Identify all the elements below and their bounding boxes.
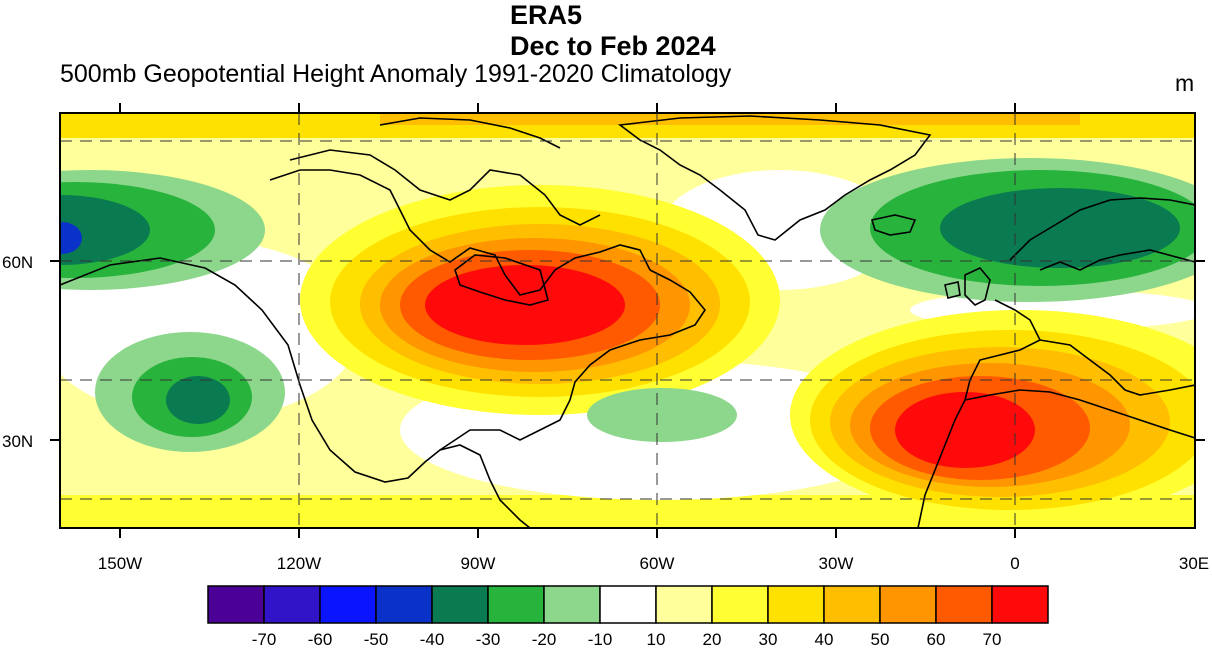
colorbar-label: -50	[364, 630, 389, 649]
colorbar-label: -60	[308, 630, 333, 649]
pacific-negative-anomaly	[95, 332, 285, 452]
map-frame	[59, 112, 1196, 529]
lon-tick-label: 60W	[640, 554, 675, 573]
colorbar-label: 20	[703, 630, 722, 649]
colorbar-swatch	[823, 585, 881, 624]
colorbar-label: 60	[927, 630, 946, 649]
colorbar-label: -10	[588, 630, 613, 649]
colorbar-label: 10	[647, 630, 666, 649]
colorbar-swatch	[711, 585, 769, 624]
colorbar-swatch	[263, 585, 321, 624]
colorbar-swatch	[487, 585, 545, 624]
colorbar-label: -20	[532, 630, 557, 649]
title-line-2: Dec to Feb 2024	[510, 31, 716, 61]
coastlines	[60, 115, 1195, 528]
lon-tick-label: 30E	[1179, 554, 1209, 573]
colorbar-swatch	[879, 585, 937, 624]
atlantic-negative-anomaly	[587, 388, 737, 442]
colorbar-swatch	[543, 585, 601, 624]
colorbar-swatch	[375, 585, 433, 624]
colorbar-swatch	[767, 585, 825, 624]
colorbar-label: 30	[759, 630, 778, 649]
colorbar-label: 50	[871, 630, 890, 649]
colorbar-label: -30	[476, 630, 501, 649]
colorbar-swatch	[207, 585, 265, 624]
alaska-negative-anomaly	[60, 170, 265, 290]
colorbar-label: 40	[815, 630, 834, 649]
colorbar-swatch	[655, 585, 713, 624]
colorbar-swatch	[935, 585, 993, 624]
lon-tick-label: 150W	[98, 554, 142, 573]
colorbar-swatch	[599, 585, 657, 624]
map-subtitle: 500mb Geopotential Height Anomaly 1991-2…	[60, 60, 732, 88]
axis-ticks	[50, 103, 1205, 538]
colorbar-label: -40	[420, 630, 445, 649]
units-label: m	[1175, 70, 1195, 96]
canada-positive-anomaly	[300, 185, 780, 415]
lon-tick-label: 120W	[277, 554, 321, 573]
colorbar-swatch	[319, 585, 377, 624]
lon-tick-label: 0	[1010, 554, 1019, 573]
colorbar-label: 70	[983, 630, 1002, 649]
lat-tick-label: 60N	[2, 253, 33, 272]
lon-tick-label: 90W	[461, 554, 496, 573]
title-line-1: ERA5	[510, 0, 583, 30]
lat-lon-grid	[60, 113, 1195, 528]
map-plot-area	[60, 113, 1195, 528]
colorbar-label: -70	[252, 630, 277, 649]
polar-positive-core	[380, 113, 1080, 125]
colorbar-swatch	[431, 585, 489, 624]
colorbar-swatch	[991, 585, 1049, 624]
lon-tick-label: 30W	[819, 554, 854, 573]
lat-tick-label: 30N	[2, 432, 33, 451]
